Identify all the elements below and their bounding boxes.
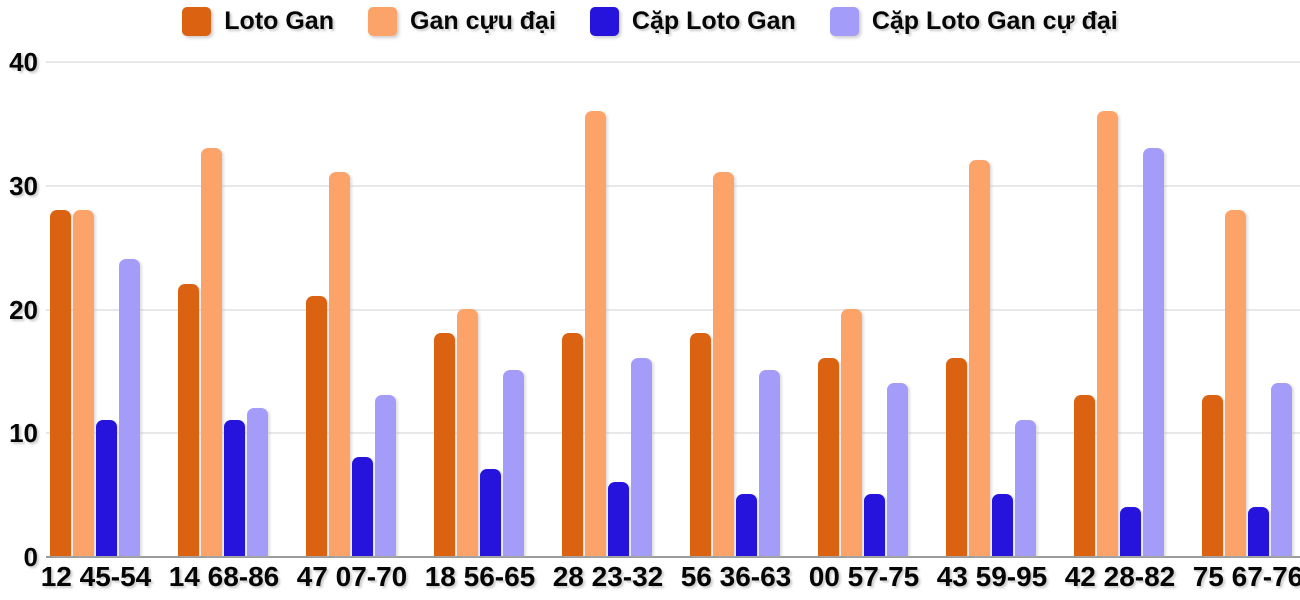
y-axis-tick-label: 10 — [9, 418, 38, 449]
bar-group — [562, 61, 654, 556]
bar-cap-loto-gan-cu-dai[interactable] — [375, 395, 396, 556]
bar-cap-loto-gan[interactable] — [864, 494, 885, 556]
bar-cap-loto-gan[interactable] — [608, 481, 629, 556]
x-axis-category-label: 47 07-70 — [296, 561, 408, 592]
x-axis-category-label: 12 45-54 — [40, 561, 152, 592]
bar-loto-gan[interactable] — [434, 333, 455, 556]
legend-label: Loto Gan — [224, 7, 334, 35]
bar-cap-loto-gan[interactable] — [224, 419, 245, 556]
x-axis-category-label: 42 28-82 — [1064, 561, 1176, 592]
bar-loto-gan[interactable] — [946, 358, 967, 556]
bar-group — [178, 61, 270, 556]
y-axis-tick-label: 20 — [9, 294, 38, 325]
bar-loto-gan[interactable] — [306, 296, 327, 556]
legend-swatch-icon — [829, 7, 859, 36]
x-axis-category-label: 28 23-32 — [552, 561, 664, 592]
bar-cap-loto-gan-cu-dai[interactable] — [1143, 147, 1164, 556]
x-axis-category-label: 18 56-65 — [424, 561, 536, 592]
gridline — [46, 432, 1300, 435]
gridline — [46, 308, 1300, 311]
bar-cap-loto-gan[interactable] — [480, 469, 501, 556]
legend-swatch-icon — [368, 7, 397, 36]
legend-label: Cặp Loto Gan cự đại — [871, 7, 1118, 35]
bar-gan-cuu-dai[interactable] — [1225, 209, 1246, 556]
bar-loto-gan[interactable] — [818, 358, 839, 556]
bar-cap-loto-gan-cu-dai[interactable] — [1271, 382, 1292, 556]
bar-cap-loto-gan-cu-dai[interactable] — [503, 370, 524, 556]
legend-item-gan-cuu-dai[interactable]: Gan cựu đại — [368, 7, 556, 36]
y-axis-tick-label: 40 — [9, 47, 38, 77]
bar-gan-cuu-dai[interactable] — [1097, 110, 1118, 556]
bar-gan-cuu-dai[interactable] — [713, 172, 734, 556]
bar-gan-cuu-dai[interactable] — [201, 147, 222, 556]
bar-cap-loto-gan-cu-dai[interactable] — [631, 358, 652, 556]
bar-loto-gan[interactable] — [1074, 395, 1095, 556]
legend-item-cap-loto-gan-cu-dai[interactable]: Cặp Loto Gan cự đại — [829, 7, 1118, 36]
bar-group — [50, 61, 142, 556]
legend-swatch-icon — [589, 7, 619, 36]
bar-cap-loto-gan[interactable] — [1248, 506, 1269, 556]
bar-loto-gan[interactable] — [50, 209, 71, 556]
bar-cap-loto-gan-cu-dai[interactable] — [887, 382, 908, 556]
x-axis-category-label: 14 68-86 — [168, 561, 280, 592]
bar-loto-gan[interactable] — [690, 333, 711, 556]
bar-cap-loto-gan-cu-dai[interactable] — [247, 407, 268, 556]
bar-loto-gan[interactable] — [562, 333, 583, 556]
y-axis-tick-label: 0 — [23, 542, 38, 572]
x-axis-category-label: 56 36-63 — [680, 561, 792, 592]
x-axis-category-label: 43 59-95 — [936, 561, 1048, 592]
bar-loto-gan[interactable] — [178, 283, 199, 556]
x-axis-category-label: 00 57-75 — [808, 561, 920, 592]
bar-group — [690, 61, 782, 556]
y-axis-tick-label: 30 — [9, 170, 38, 201]
legend-label: Cặp Loto Gan — [631, 7, 796, 35]
gridline — [46, 61, 1300, 63]
bar-cap-loto-gan[interactable] — [736, 494, 757, 556]
bar-gan-cuu-dai[interactable] — [329, 172, 350, 556]
bar-gan-cuu-dai[interactable] — [841, 308, 862, 556]
bar-cap-loto-gan[interactable] — [352, 457, 373, 556]
legend-item-loto-gan[interactable]: Loto Gan — [182, 7, 334, 36]
legend: Loto Gan Gan cựu đại Cặp Loto Gan Cặp Loto … — [0, 7, 1300, 36]
bar-group — [434, 61, 526, 556]
bar-gan-cuu-dai[interactable] — [585, 110, 606, 556]
plot-area — [46, 61, 1300, 558]
bar-cap-loto-gan-cu-dai[interactable] — [759, 370, 780, 556]
bar-gan-cuu-dai[interactable] — [969, 160, 990, 556]
bar-group — [1074, 61, 1166, 556]
bar-group — [306, 61, 398, 556]
bar-cap-loto-gan-cu-dai[interactable] — [119, 259, 140, 556]
bar-cap-loto-gan[interactable] — [1120, 506, 1141, 556]
bar-cap-loto-gan-cu-dai[interactable] — [1015, 419, 1036, 556]
gridline — [46, 184, 1300, 187]
bar-loto-gan[interactable] — [1202, 395, 1223, 556]
legend-swatch-icon — [182, 7, 212, 36]
bar-group — [1202, 61, 1294, 556]
bar-gan-cuu-dai[interactable] — [457, 308, 478, 556]
x-axis-category-label: 75 67-76 — [1192, 561, 1300, 592]
bar-cap-loto-gan[interactable] — [992, 494, 1013, 556]
bar-group — [946, 61, 1038, 556]
x-axis-baseline — [46, 556, 1300, 558]
bar-gan-cuu-dai[interactable] — [73, 209, 94, 556]
bar-cap-loto-gan[interactable] — [96, 419, 117, 556]
legend-item-cap-loto-gan[interactable]: Cặp Loto Gan — [589, 7, 796, 36]
legend-label: Gan cựu đại — [410, 7, 556, 35]
bar-group — [818, 61, 910, 556]
